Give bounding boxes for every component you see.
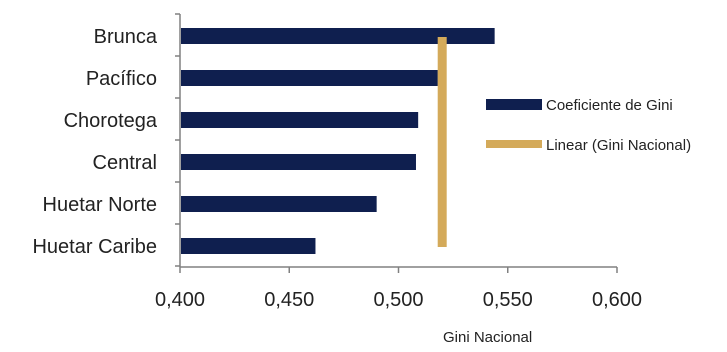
legend-label-gini: Coeficiente de Gini — [546, 97, 673, 114]
category-label: Huetar Norte — [43, 194, 158, 216]
category-label: Chorotega — [64, 110, 158, 132]
x-tick-label: 0,450 — [264, 289, 314, 311]
bars — [181, 28, 495, 254]
x-tick-labels: 0,400 0,450 0,500 0,550 0,600 — [155, 289, 642, 311]
gini-nacional-annotation: Gini Nacional — [443, 329, 532, 346]
x-tick-label: 0,550 — [483, 289, 533, 311]
bar — [181, 196, 377, 212]
legend-label-linear: Linear (Gini Nacional) — [546, 137, 691, 154]
bar — [181, 112, 419, 128]
category-label: Brunca — [94, 26, 158, 48]
category-label: Central — [93, 152, 157, 174]
x-tick-label: 0,600 — [592, 289, 642, 311]
legend-swatch-gini — [486, 99, 542, 110]
x-tick-label: 0,500 — [373, 289, 423, 311]
category-labels: Brunca Pacífico Chorotega Central Huetar Nor… — [32, 26, 157, 258]
legend: Coeficiente de Gini Linear (Gini Naciona… — [486, 97, 691, 154]
bar — [181, 28, 495, 44]
x-tick-label: 0,400 — [155, 289, 205, 311]
bar — [181, 70, 438, 86]
axes — [175, 13, 618, 273]
bar — [181, 238, 316, 254]
legend-swatch-linear — [486, 140, 542, 148]
category-label: Huetar Caribe — [32, 236, 157, 258]
bar — [181, 154, 416, 170]
category-label: Pacífico — [86, 68, 157, 90]
